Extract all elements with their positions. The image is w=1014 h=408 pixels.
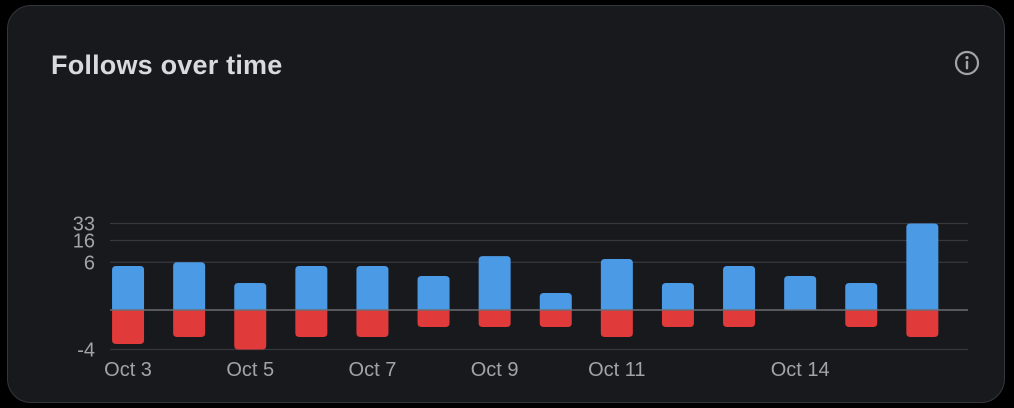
x-axis-ticks: Oct 3 Oct 5 Oct 7 Oct 9 Oct 11 Oct 14	[104, 359, 829, 381]
bar-follows[interactable]	[784, 275, 817, 310]
bar-unfollows[interactable]	[112, 310, 145, 345]
bars	[112, 223, 939, 350]
bar-follows[interactable]	[600, 258, 633, 310]
y-tick-label: 16	[73, 230, 95, 252]
bar-unfollows[interactable]	[845, 310, 878, 328]
bar-unfollows[interactable]	[417, 310, 450, 328]
x-tick-label: Oct 14	[771, 359, 830, 381]
x-tick-label: Oct 11	[588, 359, 645, 381]
bar-unfollows[interactable]	[661, 310, 694, 328]
y-tick-label: -4	[77, 339, 95, 361]
bar-unfollows[interactable]	[173, 310, 206, 337]
bar-follows[interactable]	[173, 262, 206, 310]
bar-follows[interactable]	[539, 292, 572, 310]
bar-follows[interactable]	[356, 266, 389, 310]
bar-follows[interactable]	[112, 266, 145, 310]
x-tick-label: Oct 3	[104, 359, 152, 381]
x-tick-label: Oct 9	[471, 359, 519, 381]
bar-follows[interactable]	[845, 283, 878, 310]
bar-follows[interactable]	[906, 223, 939, 310]
bar-unfollows[interactable]	[295, 310, 328, 337]
x-tick-label: Oct 5	[226, 359, 274, 381]
bar-follows[interactable]	[478, 256, 511, 310]
bar-follows[interactable]	[295, 266, 328, 310]
chart-card: Follows over time	[7, 5, 1005, 403]
y-tick-label: 6	[84, 252, 95, 274]
bar-follows[interactable]	[723, 266, 756, 310]
bar-unfollows[interactable]	[906, 310, 939, 337]
bar-follows[interactable]	[417, 275, 450, 310]
y-tick-label: 33	[73, 213, 95, 235]
bar-unfollows[interactable]	[600, 310, 633, 337]
bar-unfollows[interactable]	[539, 310, 572, 328]
chart-title: Follows over time	[51, 50, 283, 80]
bar-follows[interactable]	[234, 283, 267, 310]
x-tick-label: Oct 7	[349, 359, 397, 381]
bar-unfollows[interactable]	[356, 310, 389, 337]
bar-unfollows[interactable]	[478, 310, 511, 328]
bar-unfollows[interactable]	[723, 310, 756, 328]
info-circle-icon[interactable]	[953, 49, 981, 77]
bar-follows[interactable]	[661, 283, 694, 310]
bar-unfollows[interactable]	[234, 310, 267, 350]
